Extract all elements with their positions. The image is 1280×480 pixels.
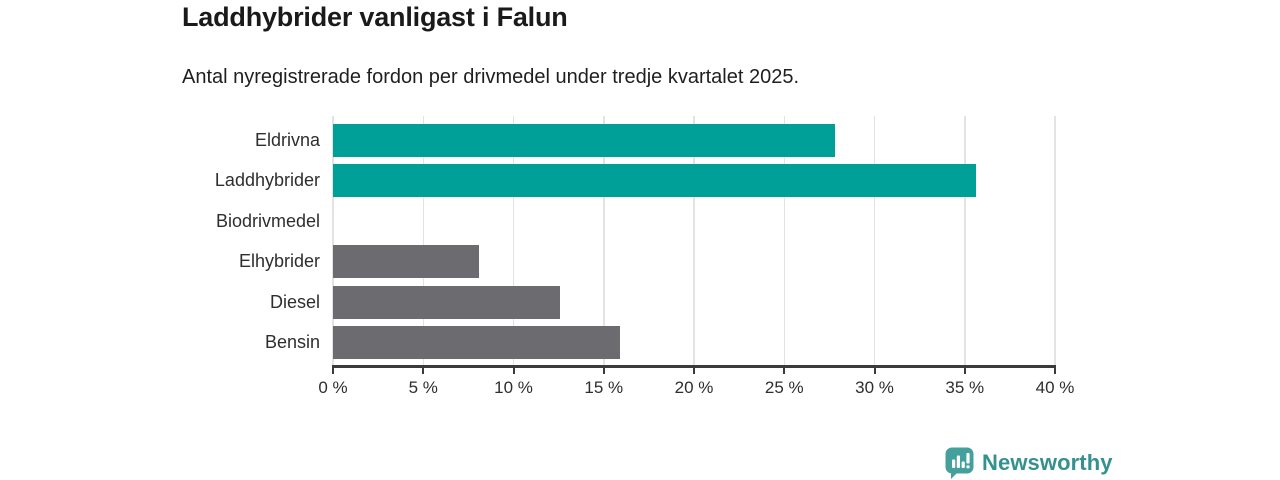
newsworthy-logo: Newsworthy (944, 446, 1113, 479)
category-label-laddhybrider: Laddhybrider (214, 170, 320, 190)
x-axis-tick-label: 15 % (584, 378, 624, 397)
plot-area: 0 % 5 % 10 % 15 % 20 % 25 % 30 % 35 % 40 % Eldriv… (215, 115, 1074, 397)
gridline-15 (603, 116, 605, 365)
gridline-5 (422, 116, 424, 365)
bar-diesel (333, 285, 561, 319)
gridline-40 (1054, 116, 1056, 365)
gridline-10 (512, 116, 515, 365)
gridline-0 (332, 116, 334, 365)
x-axis-tick-label: 25 % (764, 378, 804, 397)
x-axis-tick-label: 10 % (494, 378, 533, 397)
x-axis-tick-5 (422, 365, 425, 374)
category-label-biodrivmedel: Biodrivmedel (215, 210, 320, 231)
gridline-35 (964, 116, 966, 365)
x-axis-tick-label: 5 % (408, 378, 438, 397)
x-axis-tick-label: 35 % (945, 378, 985, 397)
chart-title: Laddhybrider vanligast i Falun (182, 2, 568, 32)
category-label-bensin: Bensin (264, 332, 320, 352)
x-axis-tick-15 (602, 365, 605, 374)
gridline-25 (783, 116, 785, 365)
gridline-30 (873, 116, 876, 365)
gridline-20 (693, 116, 695, 365)
x-axis-tick-10 (512, 365, 515, 374)
x-axis-tick-25 (783, 365, 786, 374)
x-axis-tick-label: 20 % (674, 378, 714, 397)
chart-subtitle: Antal nyregistrerade fordon per drivmede… (182, 66, 800, 88)
category-label-diesel: Diesel (269, 291, 320, 312)
bar-laddhybrider (333, 164, 976, 197)
x-axis-tick-20 (693, 365, 695, 374)
bar-bensin (333, 326, 620, 359)
newsworthy-logo-text: Newsworthy (982, 449, 1113, 475)
newsworthy-logo-icon (945, 447, 974, 479)
x-axis-tick-label: 0 % (318, 378, 348, 397)
x-axis-tick-0 (332, 365, 334, 374)
x-axis-tick-30 (873, 365, 876, 374)
category-label-eldrivna: Eldrivna (254, 129, 320, 150)
x-axis-tick-label: 40 % (1035, 378, 1075, 397)
x-axis-tick-35 (963, 365, 966, 374)
x-axis-tick-label: 30 % (855, 378, 894, 397)
bar-elhybrider (333, 245, 480, 278)
bar-eldrivna (333, 123, 835, 157)
category-label-elhybrider: Elhybrider (238, 251, 320, 271)
x-axis-tick-40 (1054, 365, 1056, 374)
